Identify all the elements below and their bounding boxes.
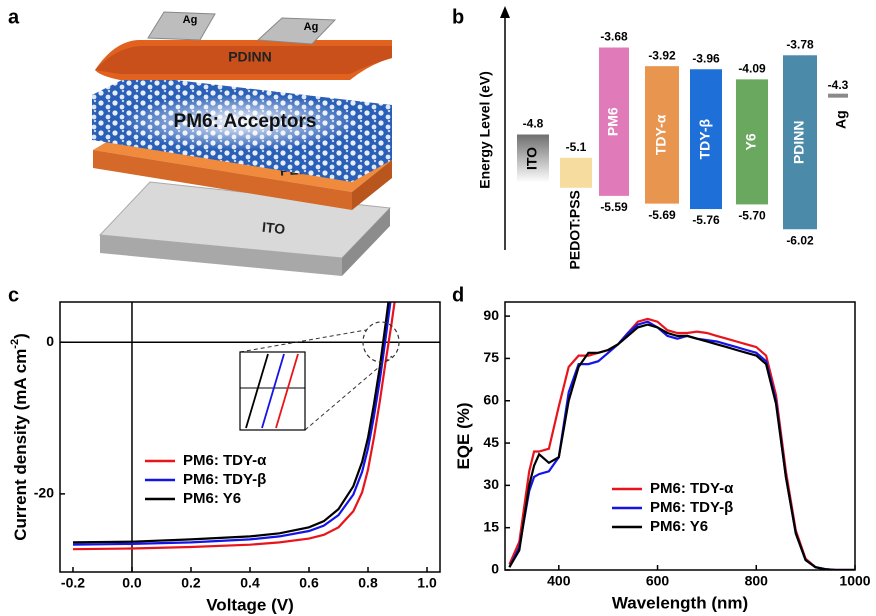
ag-electrode bbox=[256, 17, 337, 45]
bottom-value-label: -6.02 bbox=[786, 233, 814, 247]
top-value-label: -3.92 bbox=[648, 48, 676, 62]
energy-level-box bbox=[599, 47, 629, 196]
layer-label: PM6: Acceptors bbox=[174, 111, 317, 132]
top-value-label: -3.78 bbox=[786, 37, 814, 51]
pdinn-side bbox=[95, 46, 392, 74]
zoom-guide bbox=[304, 355, 393, 431]
y-tick-label: 75 bbox=[483, 349, 499, 365]
x-tick-label: 0.2 bbox=[181, 575, 201, 591]
legend-label: PM6: TDY-β bbox=[650, 499, 733, 516]
x-axis-label: Voltage (V) bbox=[206, 595, 294, 614]
ito-side bbox=[100, 235, 342, 276]
material-label: PM6 bbox=[605, 107, 621, 136]
plot-frame bbox=[59, 301, 441, 573]
layer-label: ITO bbox=[261, 219, 286, 237]
y-tick-label: 0 bbox=[491, 561, 499, 577]
series-line bbox=[508, 323, 855, 570]
panel-label: c bbox=[8, 284, 19, 306]
legend-label: PM6: Y6 bbox=[650, 518, 708, 535]
energy-level-box bbox=[517, 134, 549, 183]
y-tick-label: -20 bbox=[34, 485, 54, 501]
material-label: PEDOT:PSS bbox=[567, 190, 583, 269]
bottom-value-label: -5.70 bbox=[738, 209, 766, 223]
series-line bbox=[72, 302, 392, 546]
top-value-label: -3.68 bbox=[600, 30, 628, 44]
top-value-label: -4.8 bbox=[523, 117, 544, 131]
layer-label: PDINN bbox=[228, 49, 272, 65]
x-tick-label: 600 bbox=[646, 573, 670, 589]
material-label: TDY-β bbox=[697, 118, 713, 159]
energy-level-box bbox=[690, 69, 722, 210]
legend-label: PM6: Y6 bbox=[183, 490, 241, 507]
bottom-value-label: -5.59 bbox=[600, 200, 628, 214]
energy-level-line bbox=[828, 93, 848, 98]
electrode-label: Ag bbox=[304, 21, 319, 33]
x-axis-label: Wavelength (nm) bbox=[612, 593, 748, 612]
x-tick-label: 1.0 bbox=[417, 575, 437, 591]
y-axis-label: Energy Level (eV) bbox=[477, 71, 493, 189]
x-tick-label: -0.2 bbox=[61, 575, 85, 591]
y-axis-label-end: ) bbox=[11, 333, 30, 339]
top-value-label: -5.1 bbox=[566, 140, 587, 154]
energy-level-box bbox=[783, 55, 817, 230]
top-value-label: -3.96 bbox=[692, 51, 720, 65]
legend-label: PM6: TDY-α bbox=[183, 452, 267, 469]
x-tick-label: 800 bbox=[745, 573, 769, 589]
x-tick-label: 0.6 bbox=[299, 575, 319, 591]
y-axis-label-text: EQE (%) bbox=[454, 402, 473, 469]
energy-level-box bbox=[645, 66, 679, 204]
energy-level-box bbox=[560, 157, 592, 188]
inset-curve bbox=[275, 353, 299, 429]
legend-label: PM6: TDY-α bbox=[650, 480, 734, 497]
pedot-side bbox=[93, 150, 352, 210]
y-tick-label: 15 bbox=[483, 518, 499, 534]
legend-label: PM6: TDY-β bbox=[183, 471, 266, 488]
top-value-label: -4.3 bbox=[828, 78, 849, 92]
ag-electrode bbox=[147, 11, 216, 41]
active-glow bbox=[120, 94, 360, 150]
inset-curve bbox=[245, 353, 269, 429]
ito-side bbox=[342, 208, 390, 276]
y-tick-label: 0 bbox=[46, 333, 54, 349]
zoom-guide bbox=[239, 329, 367, 353]
material-label: PDINN bbox=[791, 120, 807, 164]
plot-frame bbox=[504, 301, 856, 571]
material-label: TDY-α bbox=[653, 114, 669, 155]
material-label: Y6 bbox=[743, 133, 759, 150]
panel-label: a bbox=[8, 6, 20, 28]
x-tick-label: 0.0 bbox=[122, 575, 142, 591]
y-axis-label: EQE (%) bbox=[454, 402, 473, 469]
x-tick-label: 1000 bbox=[839, 573, 870, 589]
panel-label: b bbox=[452, 6, 464, 28]
series-line bbox=[72, 302, 390, 544]
bottom-value-label: -5.69 bbox=[648, 208, 676, 222]
zoom-marker bbox=[362, 321, 400, 363]
x-tick-label: 0.4 bbox=[240, 575, 260, 591]
device-schematic: a ITO PEDOT: PSS PM6: Acceptors PDINN Ag… bbox=[8, 6, 392, 276]
pedot-side bbox=[352, 160, 392, 210]
y-axis-label: Current density (mA cm-2) bbox=[9, 333, 31, 541]
y-tick-label: 60 bbox=[483, 391, 499, 407]
panel-label: d bbox=[452, 284, 464, 306]
series-line bbox=[72, 302, 396, 551]
material-label: Ag bbox=[833, 110, 849, 129]
x-tick-label: 0.8 bbox=[358, 575, 378, 591]
axis-arrow bbox=[500, 6, 510, 18]
x-tick-label: 400 bbox=[547, 573, 571, 589]
inset-curve bbox=[261, 353, 285, 429]
top-value-label: -4.09 bbox=[738, 62, 766, 76]
y-axis-label-text: Current density (mA cm bbox=[11, 349, 30, 541]
energy-level-box bbox=[736, 79, 768, 205]
material-label: ITO bbox=[524, 147, 540, 170]
y-tick-label: 45 bbox=[483, 434, 499, 450]
bottom-value-label: -5.76 bbox=[692, 213, 720, 227]
y-axis-label-sup: -2 bbox=[9, 339, 21, 349]
y-tick-label: 90 bbox=[483, 307, 499, 323]
y-tick-label: 30 bbox=[483, 476, 499, 492]
electrode-label: Ag bbox=[183, 14, 198, 26]
